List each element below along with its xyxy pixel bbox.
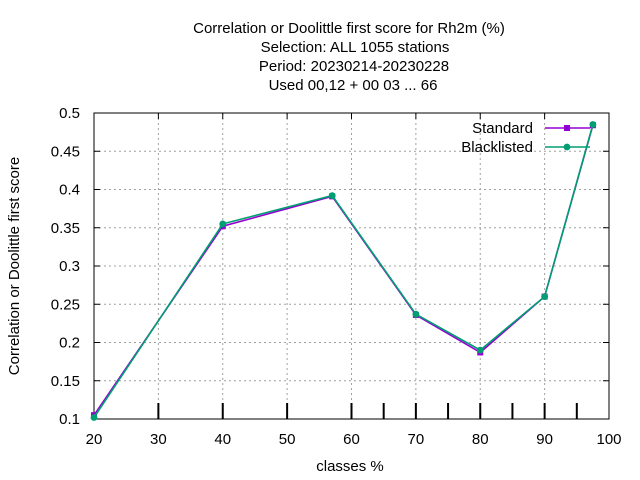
series-line (93, 124, 594, 416)
legend-label: Blacklisted (461, 139, 533, 156)
y-tick-label: 0.35 (51, 220, 80, 237)
x-tick-label: 80 (472, 431, 489, 448)
y-tick-label: 0.45 (51, 143, 80, 160)
y-tick-label: 0.1 (59, 411, 80, 428)
y-tick-label: 0.5 (59, 105, 80, 122)
title-line-2: Selection: ALL 1055 stations (261, 39, 450, 56)
x-tick-label: 40 (214, 431, 231, 448)
title-line-4: Used 00,12 + 00 03 ... 66 (269, 77, 438, 94)
x-axis-ticks: 20 30 40 50 60 70 80 90 100 (86, 113, 622, 448)
series-blacklisted (90, 121, 597, 421)
legend-label: Standard (472, 120, 533, 137)
data-point (541, 293, 549, 300)
data-point (219, 220, 227, 228)
title-line-1: Correlation or Doolittle first score for… (193, 20, 505, 37)
legend-item-standard: Standard (472, 120, 590, 137)
series-standard (91, 122, 596, 419)
y-tick-label: 0.15 (51, 373, 80, 390)
data-point (328, 192, 336, 200)
y-tick-label: 0.2 (59, 335, 80, 352)
title-line-3: Period: 20230214-20230228 (259, 58, 449, 75)
x-tick-label: 70 (408, 431, 425, 448)
x-tick-label: 20 (86, 431, 103, 448)
data-point (90, 414, 98, 421)
y-tick-label: 0.3 (59, 258, 80, 275)
y-tick-label: 0.4 (59, 182, 80, 199)
x-tick-label: 30 (150, 431, 167, 448)
x-axis-label: classes % (316, 458, 384, 475)
data-point (412, 310, 420, 318)
gridlines (94, 113, 609, 419)
legend-marker (563, 143, 571, 151)
x-tick-label: 50 (279, 431, 296, 448)
data-point (476, 346, 484, 354)
legend-marker (564, 125, 570, 131)
x-tick-label: 60 (343, 431, 360, 448)
data-series (90, 121, 597, 421)
y-tick-label: 0.25 (51, 296, 80, 313)
series-line (93, 124, 594, 418)
y-axis-ticks: 0.1 0.15 0.2 0.25 0.3 0.35 0.4 0.45 0.5 (51, 105, 609, 428)
vertical-markers (157, 403, 578, 419)
x-tick-label: 100 (596, 431, 621, 448)
legend-item-blacklisted: Blacklisted (461, 139, 590, 156)
data-point (589, 121, 597, 128)
chart-title: Correlation or Doolittle first score for… (193, 20, 505, 94)
y-axis-label: Correlation or Doolittle first score (6, 157, 23, 375)
legend: Standard Blacklisted (461, 120, 590, 156)
x-tick-label: 90 (536, 431, 553, 448)
